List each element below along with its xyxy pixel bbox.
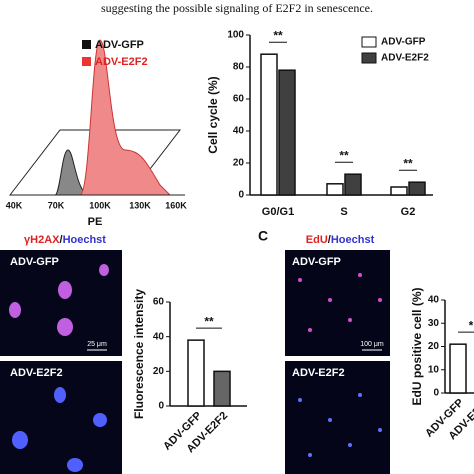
nucleus — [358, 393, 362, 397]
bar — [449, 343, 467, 394]
image-label: ADV-GFP — [10, 256, 59, 268]
nucleus — [378, 298, 382, 302]
significance: ** — [403, 156, 413, 170]
y-tick-label: 0 — [433, 388, 439, 399]
legend-label: ADV-GFP — [95, 39, 144, 51]
nucleus — [67, 458, 83, 472]
stain-title: γH2AX/Hoechst — [24, 234, 106, 246]
legend-swatch — [82, 40, 91, 49]
bar — [344, 173, 362, 196]
x-tick-label: G0/G1 — [262, 206, 294, 218]
y-tick-label: 0 — [158, 401, 164, 412]
separator: / — [328, 234, 331, 246]
x-axis-label: PE — [88, 216, 103, 228]
significance: * — [469, 318, 474, 332]
y-tick-label: 20 — [153, 366, 165, 377]
micrographs: ADV-GFP ADV-E2F2 25 μm ADV-GFP ADV-E2F2 … — [0, 250, 390, 474]
nucleus — [348, 443, 352, 447]
y-tick-label: 40 — [153, 331, 165, 342]
legend-swatch — [361, 36, 377, 48]
bar — [408, 181, 426, 196]
bar — [187, 339, 205, 407]
y-tick-label: 60 — [233, 94, 245, 105]
separator: / — [60, 234, 63, 246]
bar — [326, 183, 344, 196]
panel-label: C — [258, 228, 268, 244]
e2f2-peak — [79, 39, 172, 196]
bar — [260, 53, 278, 196]
legend-swatch — [82, 57, 91, 66]
x-tick-label: 40K — [6, 200, 23, 210]
nucleus — [57, 318, 73, 336]
y-tick-label: 40 — [428, 295, 440, 306]
legend-label: ADV-GFP — [381, 37, 426, 48]
y-tick-label: 0 — [238, 190, 244, 201]
significance: ** — [339, 148, 349, 162]
scale-label: 100 μm — [360, 341, 384, 348]
nucleus — [308, 453, 312, 457]
nucleus — [298, 398, 302, 402]
nucleus — [12, 431, 28, 449]
image — [285, 250, 390, 356]
y-axis-label: EdU positive cell (%) — [410, 287, 424, 405]
legend-swatch — [361, 52, 377, 64]
bar — [213, 370, 231, 407]
nucleus — [348, 318, 352, 322]
image-label: ADV-GFP — [292, 256, 341, 268]
nucleus — [358, 273, 362, 277]
caption: suggesting the possible signaling of E2F… — [101, 1, 373, 15]
image-label: ADV-E2F2 — [292, 367, 345, 379]
significance: ** — [204, 314, 214, 328]
bar — [278, 69, 296, 196]
y-tick-label: 40 — [233, 126, 245, 137]
y-axis-label: Cell cycle (%) — [206, 76, 220, 153]
legend-label: ADV-E2F2 — [95, 56, 148, 68]
stain: Hoechst — [331, 234, 375, 246]
nucleus — [378, 428, 382, 432]
nucleus — [9, 302, 21, 318]
flow-histogram: ADV-GFP ADV-E2F2 40K 70K 100K 130K 160K … — [6, 39, 188, 228]
y-axis-label: Fluorescence intensity — [132, 289, 146, 419]
y-tick-label: 80 — [233, 62, 245, 73]
y-tick-label: 30 — [428, 318, 440, 329]
x-tick-label: S — [340, 206, 347, 218]
y-tick-label: 20 — [428, 341, 440, 352]
stain-title: EdU/Hoechst — [306, 234, 375, 246]
y-tick-label: 60 — [153, 297, 165, 308]
legend-label: ADV-E2F2 — [381, 53, 429, 64]
x-tick-label: 160K — [165, 200, 187, 210]
significance: ** — [273, 28, 283, 42]
x-tick-label: 70K — [48, 200, 65, 210]
nucleus — [99, 264, 109, 276]
nucleus — [328, 418, 332, 422]
x-tick-label: 130K — [129, 200, 151, 210]
nucleus — [58, 281, 72, 299]
y-tick-label: 100 — [227, 30, 244, 41]
nucleus — [308, 328, 312, 332]
nucleus — [328, 298, 332, 302]
stain: EdU — [306, 234, 328, 246]
y-tick-label: 20 — [233, 158, 245, 169]
image-label: ADV-E2F2 — [10, 367, 63, 379]
bar — [390, 186, 408, 196]
nucleus — [54, 387, 66, 403]
x-tick-label: G2 — [401, 206, 416, 218]
image — [285, 361, 390, 474]
stain: γH2AX — [24, 234, 60, 246]
x-tick-label: 100K — [89, 200, 111, 210]
stain: Hoechst — [63, 234, 107, 246]
nucleus — [93, 413, 107, 427]
y-tick-label: 10 — [428, 364, 440, 375]
nucleus — [298, 278, 302, 282]
scale-label: 25 μm — [87, 341, 107, 348]
